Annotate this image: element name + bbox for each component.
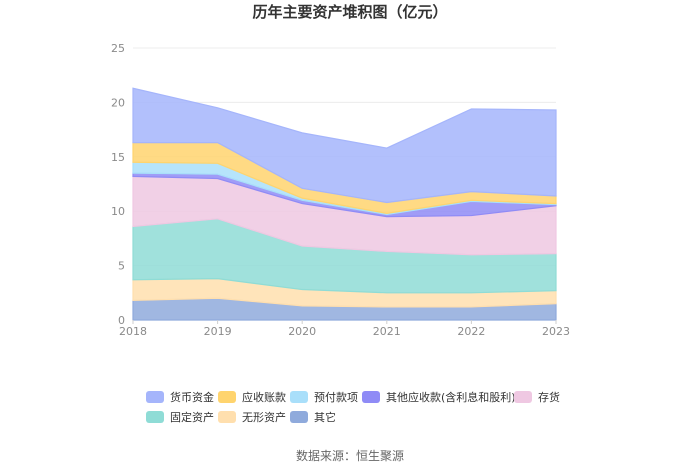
legend-label: 存货 xyxy=(538,390,560,404)
area-series xyxy=(132,87,557,321)
legend-swatch xyxy=(218,391,236,403)
x-tick-label: 2021 xyxy=(373,325,401,338)
x-tick-label: 2018 xyxy=(119,325,147,338)
y-tick-label: 15 xyxy=(111,151,125,164)
legend-item[interactable]: 货币资金 xyxy=(146,390,214,404)
y-tick-label: 25 xyxy=(111,42,125,55)
x-tick-label: 2019 xyxy=(204,325,232,338)
legend-swatch xyxy=(290,391,308,403)
y-axis: 0 5 10 15 20 25 xyxy=(111,42,125,327)
legend-item[interactable]: 其他应收款(含利息和股利) xyxy=(362,390,516,404)
legend-swatch xyxy=(146,391,164,403)
legend-label: 其他应收款(含利息和股利) xyxy=(386,390,516,404)
legend-label: 应收账款 xyxy=(242,390,286,404)
legend-swatch xyxy=(290,411,308,423)
legend-swatch xyxy=(146,411,164,423)
legend-item[interactable]: 应收账款 xyxy=(218,390,286,404)
legend-swatch xyxy=(514,391,532,403)
legend-label: 货币资金 xyxy=(170,390,214,404)
legend-item[interactable]: 其它 xyxy=(290,410,336,424)
legend-item[interactable]: 预付款项 xyxy=(290,390,358,404)
legend-label: 无形资产 xyxy=(242,410,286,424)
area-货币资金 xyxy=(132,87,557,204)
legend-item[interactable]: 固定资产 xyxy=(146,410,214,424)
x-axis: 2018 2019 2020 2021 2022 2023 xyxy=(119,320,570,338)
legend-label: 固定资产 xyxy=(170,410,214,424)
legend-swatch xyxy=(218,411,236,423)
legend-label: 其它 xyxy=(314,410,336,424)
x-tick-label: 2023 xyxy=(542,325,570,338)
legend-item[interactable]: 存货 xyxy=(514,390,560,404)
y-tick-label: 5 xyxy=(118,260,125,273)
y-tick-label: 10 xyxy=(111,205,125,218)
chart-title: 历年主要资产堆积图（亿元） xyxy=(252,3,447,21)
y-tick-label: 0 xyxy=(118,314,125,327)
data-source: 数据来源：恒生聚源 xyxy=(296,448,404,463)
y-tick-label: 20 xyxy=(111,96,125,109)
legend-item[interactable]: 无形资产 xyxy=(218,410,286,424)
x-tick-label: 2022 xyxy=(457,325,485,338)
x-tick-label: 2020 xyxy=(288,325,316,338)
legend-label: 预付款项 xyxy=(314,390,358,404)
legend-swatch xyxy=(362,391,380,403)
